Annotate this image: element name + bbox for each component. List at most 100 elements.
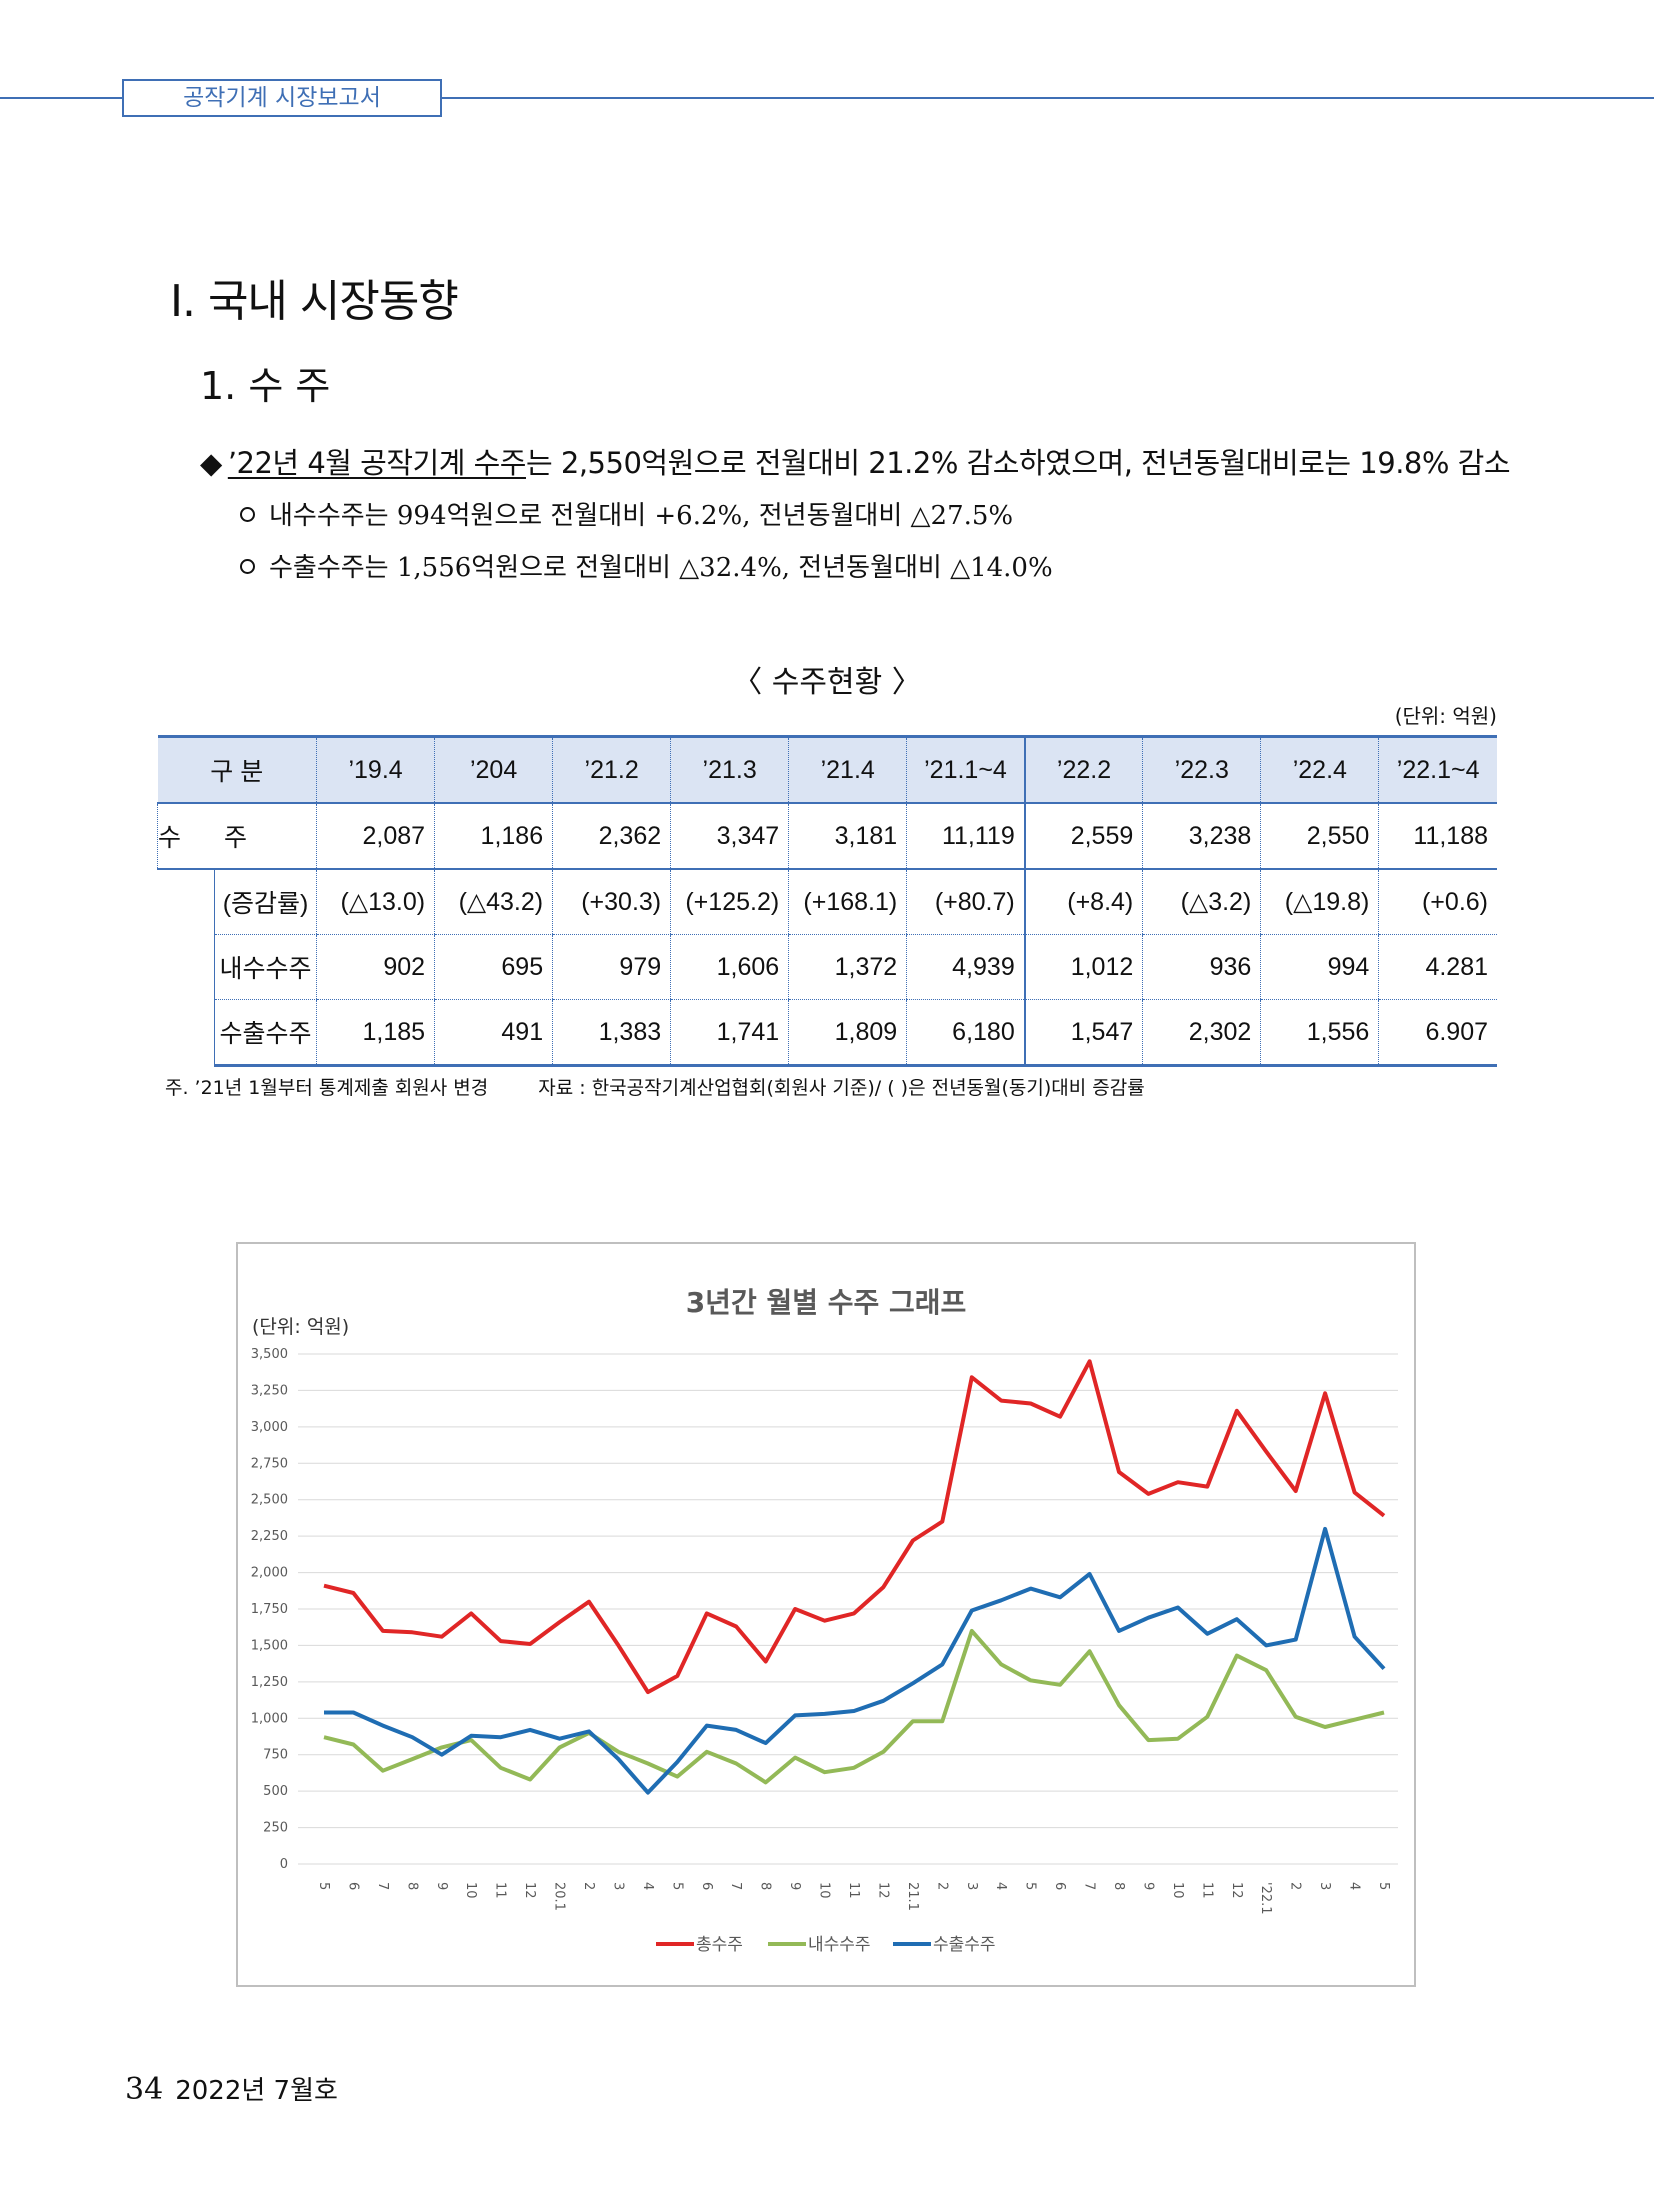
table-cell: 3,181 <box>788 803 907 870</box>
table-cell: 4,939 <box>906 934 1025 1000</box>
x-tick-label: 9 <box>434 1882 449 1890</box>
header-cell: ’204 <box>434 735 553 804</box>
y-tick-label: 2,750 <box>251 1456 288 1471</box>
x-tick-label: 4 <box>1347 1882 1362 1890</box>
table-cell: 4.281 <box>1378 934 1497 1000</box>
table-cell: (△19.8) <box>1260 869 1379 935</box>
table-cell: 6,180 <box>906 999 1025 1067</box>
x-tick-label: 11 <box>493 1882 508 1899</box>
y-tick-label: 3,500 <box>251 1347 288 1362</box>
table-cell: 1,556 <box>1260 999 1379 1067</box>
legend-label: 수출수주 <box>933 1935 996 1955</box>
x-tick-label: 11 <box>1199 1882 1214 1899</box>
table-unit: (단위: 억원) <box>1394 704 1497 728</box>
x-tick-label: '22.1 <box>1258 1882 1273 1915</box>
table-cell: 1,186 <box>434 803 553 870</box>
x-tick-label: 8 <box>1111 1882 1126 1890</box>
y-tick-label: 3,250 <box>251 1383 288 1398</box>
legend-label: 내수수주 <box>808 1935 871 1955</box>
series-line-2 <box>323 1628 1385 1785</box>
x-tick-label: 2 <box>581 1882 596 1890</box>
table-indent <box>158 935 215 1000</box>
y-tick-label: 2,000 <box>251 1566 288 1581</box>
x-tick-label: 10 <box>817 1882 832 1899</box>
orders-table: 구 분 ’19.4 ’204 ’21.2 ’21.3 ’21.4 ’21.1~4… <box>156 735 1497 1067</box>
table-cell: 2,559 <box>1023 803 1143 870</box>
x-tick-label: 5 <box>669 1882 684 1890</box>
x-tick-label: 4 <box>640 1882 655 1890</box>
y-tick-label: 250 <box>263 1821 288 1836</box>
table-cell: 1,547 <box>1023 999 1143 1067</box>
header-rule <box>0 97 1654 99</box>
table-row: 수 주 2,087 1,186 2,362 3,347 3,181 11,119… <box>156 803 1497 870</box>
header-cell: 구 분 <box>157 735 317 804</box>
chart-title: 3년간 월별 수주 그래프 <box>686 1286 967 1319</box>
table-cell: 1,012 <box>1023 934 1143 1000</box>
x-tick-label: 7 <box>375 1882 390 1890</box>
x-tick-label: 12 <box>875 1882 890 1899</box>
issue-label: 2022년 7월호 <box>175 2076 338 2106</box>
table-cell: (+80.7) <box>906 869 1025 935</box>
summary-sub-2: 수출수주는 1,556억원으로 전월대비 △32.4%, 전년동월대비 △14.… <box>240 547 1053 584</box>
x-tick-label: 3 <box>1317 1882 1332 1890</box>
table-cell: 2,302 <box>1142 999 1261 1067</box>
section-title: Ⅰ. 국내 시장동향 <box>170 276 459 327</box>
y-tick-label: 0 <box>280 1857 288 1872</box>
table-cell: 3,238 <box>1142 803 1261 870</box>
table-indent <box>158 869 215 935</box>
series-line-3 <box>324 1526 1386 1795</box>
table-cell: (+8.4) <box>1023 869 1143 935</box>
summary-rest: 는 2,550억원으로 전월대비 21.2% 감소하였으며, 전년동월대비로는 … <box>525 446 1511 480</box>
x-tick-label: 12 <box>522 1882 537 1899</box>
x-tick-label: 6 <box>1052 1882 1067 1890</box>
x-tick-label: 7 <box>1082 1882 1097 1890</box>
y-tick-label: 750 <box>263 1748 288 1763</box>
x-tick-label: 2 <box>934 1882 949 1890</box>
row-label: 수출수주 <box>214 999 317 1067</box>
table-cell: 2,362 <box>552 803 671 870</box>
x-tick-label: 7 <box>728 1882 743 1890</box>
table-header-row: 구 분 ’19.4 ’204 ’21.2 ’21.3 ’21.4 ’21.1~4… <box>157 735 1497 804</box>
legend-label: 총수주 <box>696 1935 743 1955</box>
header-cell: ’22.1~4 <box>1378 735 1497 804</box>
page-number: 34 <box>125 2072 164 2107</box>
circle-bullet-icon <box>240 506 255 522</box>
table-cell: 2,087 <box>316 803 435 870</box>
summary-highlight: ’22년 4월 공작기계 수주 <box>227 446 527 480</box>
row-label: 내수수주 <box>214 934 317 1000</box>
table-indent <box>158 1000 215 1066</box>
header-cell: ’22.2 <box>1023 735 1143 804</box>
subsection-title: 1. 수 주 <box>200 364 331 408</box>
table-cell: 6.907 <box>1378 999 1497 1067</box>
x-tick-label: 3 <box>610 1882 625 1890</box>
series-line-1 <box>323 1359 1386 1695</box>
x-tick-label: 4 <box>993 1882 1008 1890</box>
table-cell: (+168.1) <box>788 869 907 935</box>
table-cell: (△13.0) <box>316 869 435 935</box>
x-tick-label: 12 <box>1229 1882 1244 1899</box>
table-cell: 1,185 <box>316 999 435 1067</box>
orders-line-chart: 3년간 월별 수주 그래프 (단위: 억원) 3,500 3,250 3,000 2,75… <box>236 1242 1416 1987</box>
table-note: 주. ’21년 1월부터 통계제출 회원사 변경 자료 : 한국공작기계산업협회(… <box>165 1073 1145 1100</box>
y-tick-label: 1,500 <box>251 1638 288 1653</box>
summary-main: ◆ ’22년 4월 공작기계 수주는 2,550억원으로 전월대비 21.2% 감… <box>200 440 1511 482</box>
x-tick-label: 21.1 <box>905 1882 920 1911</box>
table-cell: 491 <box>434 999 553 1067</box>
page-footer: 34 2022년 7월호 <box>125 2070 338 2107</box>
table-row: (증감률) (△13.0) (△43.2) (+30.3) (+125.2) (… <box>158 869 1497 935</box>
row-label: (증감률) <box>214 869 317 935</box>
y-tick-label: 1,000 <box>251 1711 288 1726</box>
header-cell: ’22.4 <box>1260 735 1379 804</box>
table-cell: 902 <box>316 934 435 1000</box>
header-cell: ’21.3 <box>670 735 789 804</box>
table-cell: 994 <box>1260 934 1379 1000</box>
row-label: 수 주 <box>156 803 317 870</box>
x-tick-label: 10 <box>463 1882 478 1899</box>
table-cell: 1,741 <box>670 999 789 1067</box>
table-cell: 695 <box>434 934 553 1000</box>
y-tick-label: 2,250 <box>251 1529 288 1544</box>
note-text: 주. ’21년 1월부터 통계제출 회원사 변경 <box>165 1077 489 1099</box>
table-row: 내수수주 902 695 979 1,606 1,372 4,939 1,012… <box>158 934 1497 1000</box>
table-cell: 979 <box>552 934 671 1000</box>
x-tick-label: 8 <box>404 1882 419 1890</box>
